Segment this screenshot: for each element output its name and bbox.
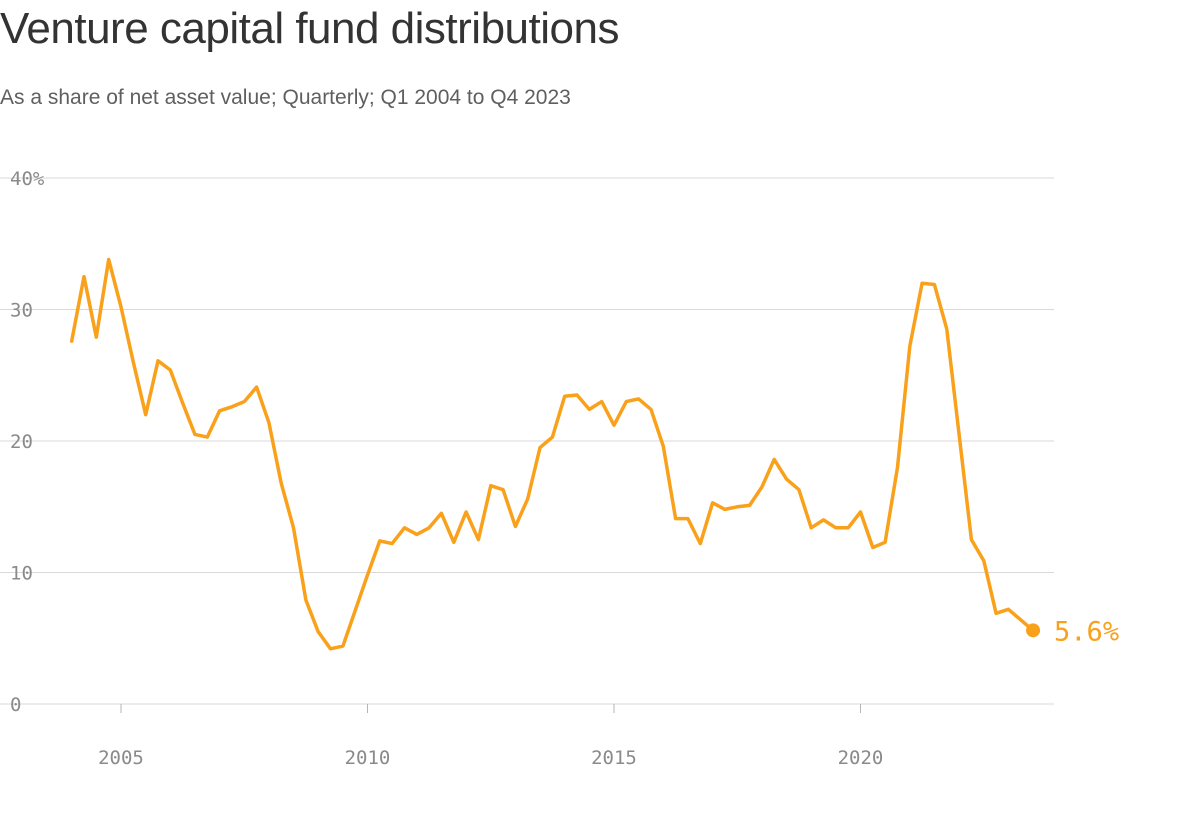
- chart-subtitle: As a share of net asset value; Quarterly…: [0, 86, 571, 109]
- series-layer: 5.6%: [69, 257, 1119, 651]
- series-line: [69, 257, 1035, 651]
- y-tick-label: 20: [10, 431, 33, 453]
- y-tick-label: 0: [10, 694, 21, 716]
- end-point-marker: [1026, 623, 1041, 638]
- y-tick-label: 10: [10, 563, 33, 585]
- y-tick-label: 30: [10, 300, 33, 322]
- x-tick-label: 2015: [591, 747, 637, 769]
- x-axis-ticks: 2005 2010 2015 2020: [98, 704, 883, 769]
- x-tick-label: 2010: [345, 747, 391, 769]
- chart-title: Venture capital fund distributions: [0, 4, 619, 53]
- y-axis-ticks: 0 10 20 30 40%: [10, 168, 45, 716]
- gridlines: [0, 177, 1054, 705]
- y-tick-label: 40%: [10, 168, 45, 190]
- x-tick-label: 2005: [98, 747, 144, 769]
- end-value-label: 5.6%: [1054, 616, 1119, 647]
- x-tick-label: 2020: [838, 747, 884, 769]
